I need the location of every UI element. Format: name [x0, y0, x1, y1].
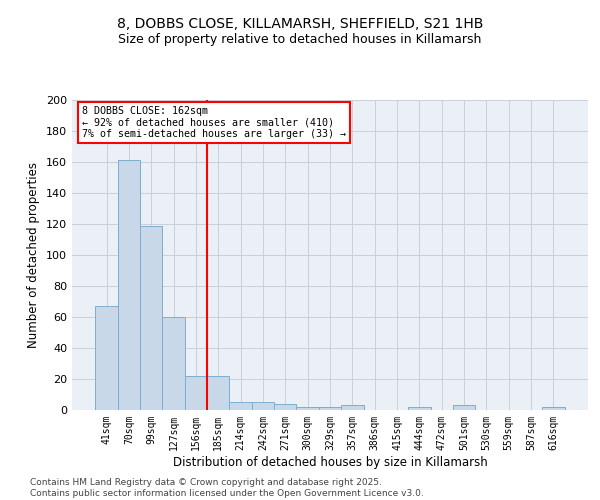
Bar [95, 306, 118, 410]
Text: Size of property relative to detached houses in Killamarsh: Size of property relative to detached ho… [118, 32, 482, 46]
Text: Contains HM Land Registry data © Crown copyright and database right 2025.
Contai: Contains HM Land Registry data © Crown c… [30, 478, 424, 498]
Bar [185, 376, 207, 410]
Y-axis label: Number of detached properties: Number of detached properties [28, 162, 40, 348]
Bar [118, 160, 140, 410]
Bar [296, 407, 319, 410]
Bar [341, 406, 364, 410]
Bar [274, 404, 296, 410]
Text: 8 DOBBS CLOSE: 162sqm
← 92% of detached houses are smaller (410)
7% of semi-deta: 8 DOBBS CLOSE: 162sqm ← 92% of detached … [82, 106, 346, 140]
X-axis label: Distribution of detached houses by size in Killamarsh: Distribution of detached houses by size … [173, 456, 487, 468]
Bar [542, 407, 565, 410]
Bar [453, 406, 475, 410]
Text: 8, DOBBS CLOSE, KILLAMARSH, SHEFFIELD, S21 1HB: 8, DOBBS CLOSE, KILLAMARSH, SHEFFIELD, S… [117, 18, 483, 32]
Bar [140, 226, 163, 410]
Bar [408, 407, 431, 410]
Bar [163, 317, 185, 410]
Bar [207, 376, 229, 410]
Bar [252, 402, 274, 410]
Bar [229, 402, 252, 410]
Bar [319, 407, 341, 410]
